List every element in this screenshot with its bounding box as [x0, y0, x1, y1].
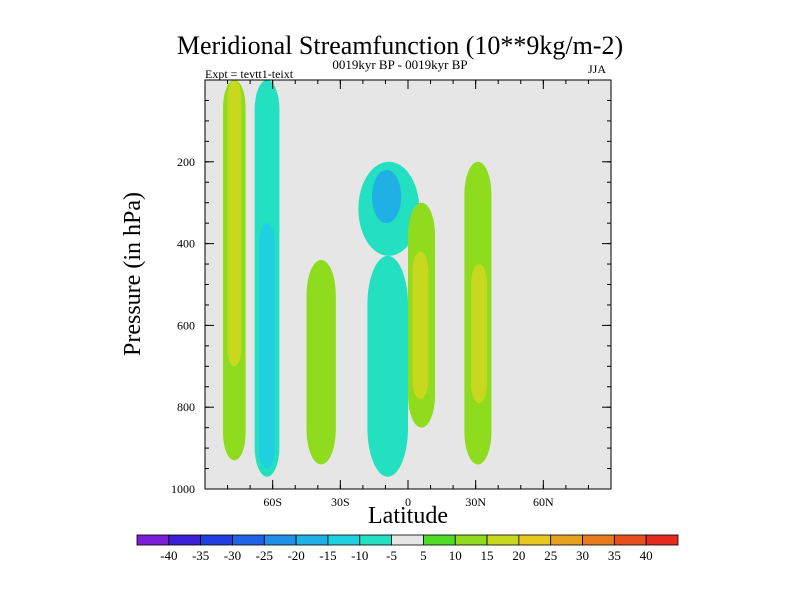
x-tick-label: 30S [331, 495, 350, 509]
contour-region-5 [306, 259, 336, 465]
x-axis-label: Latitude [368, 503, 448, 529]
colorbar-label: 40 [640, 548, 653, 563]
colorbar-box [454, 534, 488, 546]
contour-region-14 [471, 264, 487, 404]
colorbar-box [200, 534, 233, 546]
colorbar-box [486, 534, 520, 546]
colorbar-box [327, 534, 361, 546]
y-tick-label: 600 [177, 318, 195, 332]
colorbar-label: 25 [544, 548, 557, 563]
contour-region-12 [444, 304, 456, 465]
colorbar-label: 30 [576, 548, 589, 563]
colorbar-box [391, 534, 424, 546]
colorbar-label: -20 [287, 548, 304, 563]
season-label: JJA [588, 62, 607, 76]
contour-region-10 [412, 251, 429, 400]
y-tick-label: 400 [177, 237, 195, 251]
y-tick-label: 1000 [171, 482, 195, 496]
colorbar-label: 15 [481, 548, 494, 563]
colorbar-box [582, 534, 615, 546]
colorbar-label: 20 [512, 548, 525, 563]
colorbar-box [232, 534, 265, 546]
colorbar-box [423, 534, 456, 546]
experiment-label: Expt = tevtt1-teixt [205, 67, 294, 81]
x-tick-label: 60S [263, 495, 282, 509]
colorbar-label: -25 [256, 548, 273, 563]
colorbar-label: 5 [420, 548, 427, 563]
chart-subtitle: 0019kyr BP - 0019kyr BP [332, 57, 468, 72]
colorbar-label: -35 [192, 548, 209, 563]
colorbar-label: -10 [351, 548, 368, 563]
x-tick-label: 0 [405, 495, 411, 509]
x-tick-label: 60N [533, 495, 554, 509]
colorbar-box [295, 534, 329, 546]
colorbar-box [550, 534, 583, 546]
y-axis-label: Pressure (in hPa) [120, 192, 146, 356]
x-tick-label: 30N [465, 495, 486, 509]
contour-region-4 [259, 223, 275, 469]
colorbar-label: -40 [160, 548, 177, 563]
contour-region-11 [446, 80, 458, 220]
colorbar-label: -15 [319, 548, 336, 563]
y-tick-label: 800 [177, 400, 195, 414]
colorbar-label: 35 [608, 548, 621, 563]
colorbar-box [168, 534, 202, 546]
colorbar-label: 10 [449, 548, 462, 563]
colorbar-box [645, 534, 679, 546]
colorbar-box [518, 534, 552, 546]
contour-region-15 [498, 186, 515, 428]
contour-region-2 [227, 80, 242, 367]
colorbar-box [263, 534, 297, 546]
contour-region-8 [367, 255, 408, 477]
contour-region-7 [371, 169, 402, 224]
colorbar-box [136, 534, 170, 546]
colorbar-box [613, 534, 647, 546]
colorbar-box [359, 534, 392, 546]
chart-title: Meridional Streamfunction (10**9kg/m-2) [176, 31, 624, 60]
y-tick-label: 200 [177, 155, 195, 169]
colorbar-label: -30 [224, 548, 241, 563]
colorbar-label: -5 [386, 548, 397, 563]
